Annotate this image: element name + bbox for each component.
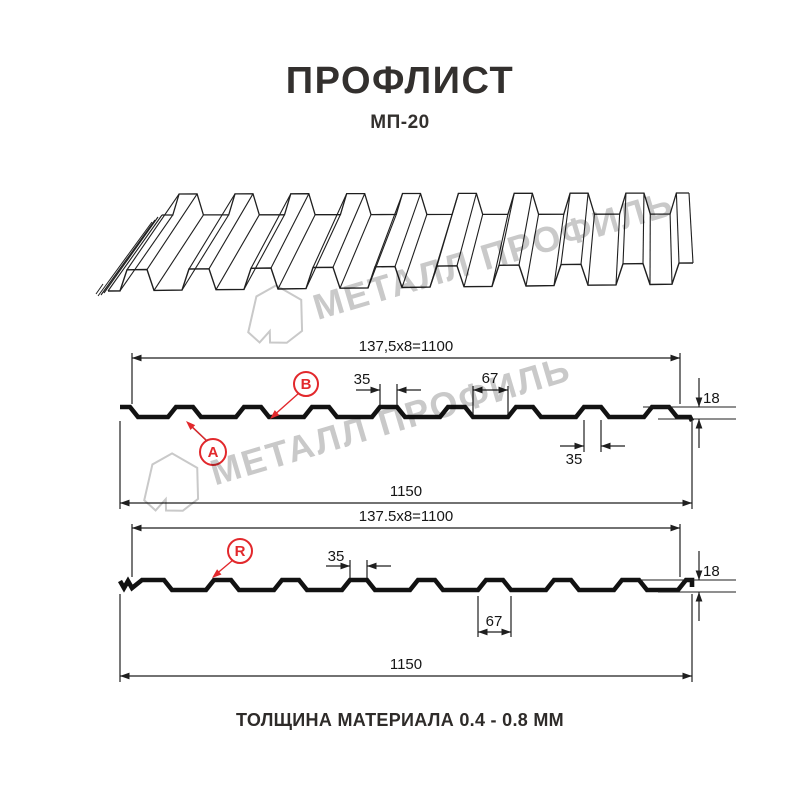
dim-label-underside-width: 35: [566, 451, 583, 468]
3d-profile-drawing: [95, 192, 694, 297]
brand-watermark-text: МЕТАЛЛ ПРОФИЛЬ: [206, 348, 576, 493]
metall-profil-logo-icon: [143, 452, 200, 512]
brand-watermark-lower: МЕТАЛЛ ПРОФИЛЬ: [143, 348, 576, 512]
svg-text:B: B: [301, 376, 312, 393]
dim-label-overall-bottom: 1150: [390, 656, 422, 673]
product-model: МП-20: [370, 112, 430, 133]
metall-profil-logo-icon: [247, 284, 304, 344]
material-thickness-note: ТОЛЩИНА МАТЕРИАЛА 0.4 - 0.8 ММ: [236, 710, 564, 730]
dim-label-overall-top: 1150: [390, 483, 422, 500]
dim-label-module-bottom: 137.5x8=1100: [359, 508, 453, 525]
dim-label-rib-base-width: 67: [482, 370, 499, 387]
point-label-b: B: [293, 371, 319, 397]
dim-label-module-top: 137,5x8=1100: [359, 338, 453, 355]
cross-section-top: 137,5x8=1100 35 67 18 35 1150 A B: [119, 338, 736, 509]
dim-label-height-bottom: 18: [703, 563, 720, 580]
svg-text:R: R: [235, 543, 246, 560]
page-title: ПРОФЛИСТ: [285, 60, 515, 102]
dim-label-rib-top-width-2: 35: [328, 548, 345, 565]
point-label-a: A: [199, 438, 227, 466]
svg-text:A: A: [208, 444, 219, 461]
dim-label-rib-top-width: 35: [354, 371, 371, 388]
cross-section-bottom: 137.5x8=1100 35 67 18 1150 R: [118, 508, 736, 682]
dim-label-rib-base-width-2: 67: [486, 613, 503, 630]
dim-label-height-top: 18: [703, 390, 720, 407]
point-label-r: R: [227, 538, 253, 564]
